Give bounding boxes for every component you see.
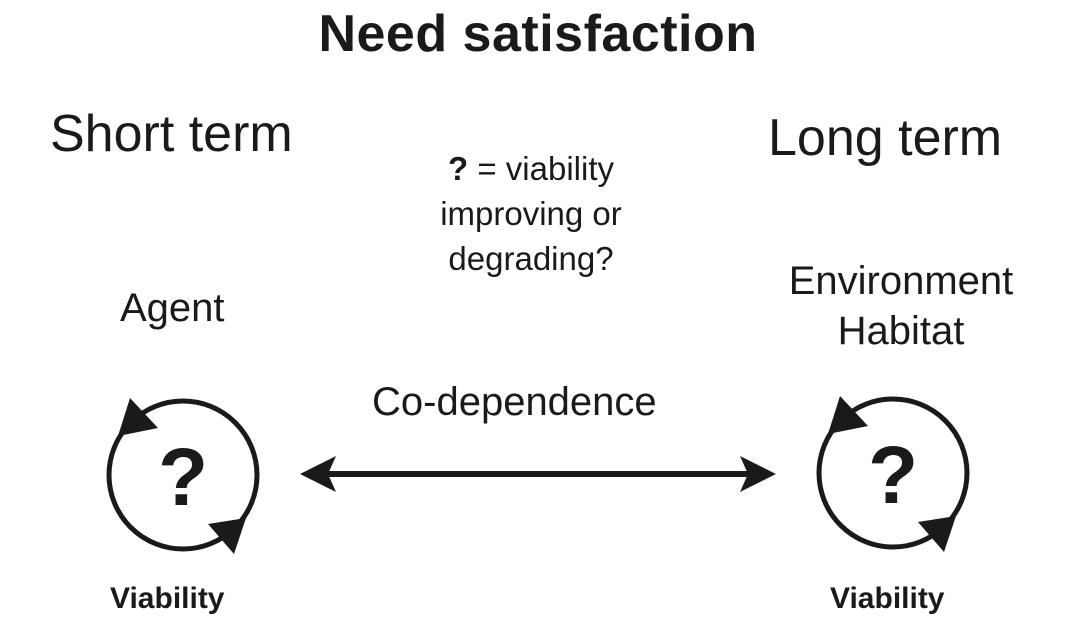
environment-cycle-icon: ?: [816, 396, 970, 552]
diagram-title: Need satisfaction: [318, 5, 758, 63]
environment-label: Environment Habitat: [742, 256, 1060, 356]
legend-line-1: ? = viability: [400, 146, 662, 191]
agent-question-mark: ?: [158, 432, 208, 523]
legend-note: ? = viability improving or degrading?: [400, 146, 662, 281]
double-arrow-icon: [300, 456, 776, 492]
environment-label-line-2: Habitat: [837, 309, 965, 353]
environment-label-line-1: Environment: [788, 259, 1014, 303]
legend-text-3: degrading?: [448, 240, 614, 277]
legend-symbol: ?: [448, 150, 469, 187]
agent-label: Agent: [120, 286, 225, 330]
legend-text-2: improving or: [440, 195, 622, 232]
agent-cycle-icon: ?: [106, 398, 260, 554]
environment-question-mark: ?: [868, 430, 918, 521]
short-term-heading: Short term: [50, 105, 293, 163]
environment-viability-caption: Viability: [830, 582, 945, 615]
long-term-heading: Long term: [768, 109, 1003, 167]
legend-text-1: = viability: [468, 150, 614, 187]
co-dependence-label: Co-dependence: [372, 380, 657, 424]
agent-viability-caption: Viability: [110, 582, 225, 615]
